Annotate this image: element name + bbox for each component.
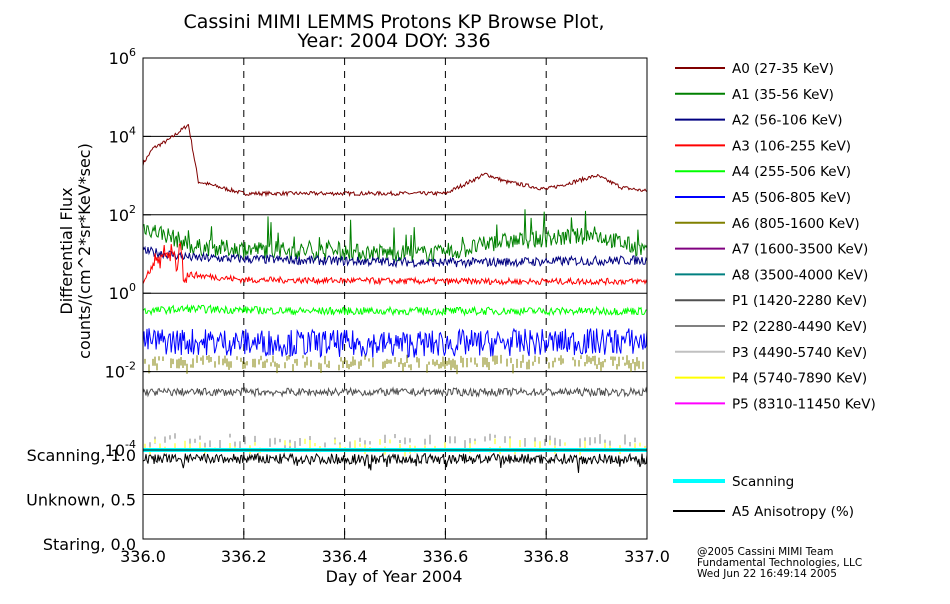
series-a0 <box>142 123 648 198</box>
legend: A0 (27-35 KeV) A1 (35-56 KeV) A2 (56-106 K… <box>673 61 876 520</box>
flux-ytick-exponent-3: 0 <box>129 281 136 294</box>
credit-line2: Fundamental Technologies, LLC <box>697 557 862 569</box>
mode-ytick-label-0: Scanning, 1.0 <box>27 446 136 465</box>
series-a1 <box>142 209 648 263</box>
xtick-label-3: 336.6 <box>422 547 468 566</box>
series-p1 <box>142 386 648 398</box>
legend-label-a7: A7 (1600-3500 KeV) <box>732 242 868 258</box>
flux-ytick-label-3: 100 <box>109 281 136 303</box>
flux-ytick-exponent-0: 6 <box>129 46 136 59</box>
series-a4 <box>142 303 648 317</box>
flux-ytick-exponent-4: -2 <box>125 360 136 373</box>
flux-ytick-exponent-2: 2 <box>129 203 136 216</box>
mode-panel-grid <box>143 450 647 539</box>
mode-y-ticks: Scanning, 1.0 Unknown, 0.5 Staring, 0.0 <box>26 446 136 554</box>
flux-ytick-label-4: 10-2 <box>105 360 136 382</box>
legend-label-a5: A5 (506-805 KeV) <box>732 190 851 206</box>
y-axis-label-line2: counts/(cm^2*sr*KeV*sec) <box>75 143 94 359</box>
flux-ytick-label-1: 104 <box>109 124 136 146</box>
flux-ytick-label-0: 106 <box>109 46 136 68</box>
chart-title-line2: Year: 2004 DOY: 336 <box>296 30 490 52</box>
legend-label-a0: A0 (27-35 KeV) <box>732 61 834 77</box>
flux-ytick-exponent-1: 4 <box>129 124 136 137</box>
xtick-label-0: 336.0 <box>120 547 166 566</box>
legend-label-a8: A8 (3500-4000 KeV) <box>732 267 868 283</box>
xtick-label-5: 337.0 <box>624 547 670 566</box>
mode-ytick-label-1: Unknown, 0.5 <box>26 491 136 510</box>
xtick-label-4: 336.8 <box>523 547 569 566</box>
flux-ytick-exponent-5: -4 <box>125 438 136 451</box>
xtick-label-1: 336.2 <box>221 547 267 566</box>
panel-frames <box>142 57 648 540</box>
chart-title-line1: Cassini MIMI LEMMS Protons KP Browse Plo… <box>183 11 604 33</box>
legend-label-a6: A6 (805-1600 KeV) <box>732 216 860 232</box>
y-axis-label-line1: Differential Flux <box>57 187 76 314</box>
mode-panel-frame <box>142 449 648 540</box>
series-a5 <box>142 327 648 359</box>
legend-label-a1: A1 (35-56 KeV) <box>732 87 834 103</box>
legend-label-p4: P4 (5740-7890 KeV) <box>732 371 867 387</box>
mode-ytick-label-2: Staring, 0.0 <box>43 535 136 554</box>
legend-label-a3: A3 (106-255 KeV) <box>732 138 851 154</box>
x-ticks: 336.0 336.2 336.4 336.6 336.8 337.0 <box>120 531 670 566</box>
flux-ytick-label-2: 102 <box>109 203 136 225</box>
series-p2 <box>149 433 636 451</box>
legend-label-a4: A4 (255-506 KeV) <box>732 164 851 180</box>
xtick-label-2: 336.4 <box>322 547 368 566</box>
legend-label-p2: P2 (2280-4490 KeV) <box>732 319 867 335</box>
series-a3 <box>142 241 648 287</box>
series-layer <box>142 123 648 473</box>
credit-line1: @2005 Cassini MIMI Team <box>697 546 834 558</box>
series-anisotropy <box>142 452 648 473</box>
legend-label-p3: P3 (4490-5740 KeV) <box>732 345 867 361</box>
legend-label-anisotropy: A5 Anisotropy (%) <box>732 504 854 520</box>
legend-label-p1: P1 (1420-2280 KeV) <box>732 293 867 309</box>
x-axis-label: Day of Year 2004 <box>326 567 463 586</box>
legend-label-scanning: Scanning <box>732 474 794 490</box>
credit-line3: Wed Jun 22 16:49:14 2005 <box>697 568 837 580</box>
series-a2 <box>142 245 648 269</box>
series-a6 <box>144 354 644 375</box>
legend-label-p5: P5 (8310-11450 KeV) <box>732 396 876 412</box>
legend-label-a2: A2 (56-106 KeV) <box>732 113 842 129</box>
